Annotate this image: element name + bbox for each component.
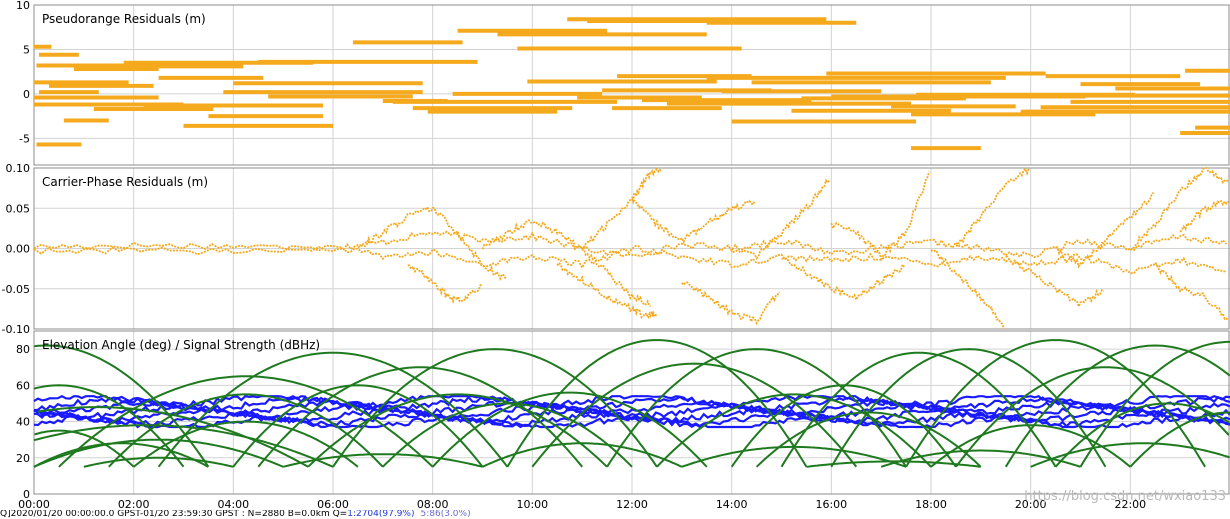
x-tick-label: 02:00 xyxy=(118,498,150,511)
elevation-arc xyxy=(33,384,185,468)
y-tick-label: 80 xyxy=(16,343,30,356)
y-tick-label: 40 xyxy=(16,416,30,429)
elevation-arc xyxy=(880,449,1081,468)
elevation-title: Elevation Angle (deg) / Signal Strength … xyxy=(42,338,320,352)
status-fix-count: 1:2704(97.9%) xyxy=(347,510,415,519)
elevation-arc xyxy=(58,375,434,468)
carrier-phase-track xyxy=(581,167,662,251)
elevation-arc xyxy=(33,442,209,468)
y-tick-label: -5 xyxy=(19,132,30,145)
elevation-arc xyxy=(755,411,982,468)
y-tick-label: 0.10 xyxy=(6,162,31,175)
elevation-arc xyxy=(34,429,135,468)
x-tick-label: 12:00 xyxy=(616,498,648,511)
elevation-arc xyxy=(806,460,981,468)
carrier-phase-track xyxy=(556,261,658,319)
carrier-phase-track xyxy=(681,281,781,326)
x-tick-label: 14:00 xyxy=(716,498,748,511)
y-tick-label: 20 xyxy=(16,452,30,465)
elevation-arc xyxy=(482,442,683,468)
y-tick-label: 0 xyxy=(23,88,30,101)
carrier-phase-track xyxy=(357,205,507,281)
carrier-phase-track xyxy=(407,264,482,304)
y-tick-label: 60 xyxy=(16,379,30,392)
pseudorange-series xyxy=(34,17,1230,151)
elevation-arc xyxy=(382,402,633,468)
elevation-arc xyxy=(1079,340,1230,468)
elevation-arc xyxy=(33,424,334,468)
x-tick-label: 22:00 xyxy=(1114,498,1146,511)
elevation-arc xyxy=(133,420,359,468)
pseudorange-panel: 10 5 0 -5 Pseudorange Residuals (m) xyxy=(16,0,1230,166)
y-tick-label: 0.00 xyxy=(6,243,31,256)
signal-strength-track xyxy=(33,410,1230,428)
elevation-arc xyxy=(730,384,957,468)
carrier-phase-title: Carrier-Phase Residuals (m) xyxy=(42,175,208,189)
elevation-arc xyxy=(307,393,608,468)
pseudorange-title: Pseudorange Residuals (m) xyxy=(42,12,206,26)
status-float-count: 5:86(3.0%) xyxy=(420,510,471,519)
carrier-phase-track xyxy=(33,244,1227,275)
y-tick-label: 0.05 xyxy=(6,202,31,215)
carrier-phase-track xyxy=(631,196,756,245)
y-tick-label: 10 xyxy=(16,0,30,12)
carrier-phase-track xyxy=(830,171,931,262)
elevation-arc xyxy=(282,453,483,468)
x-tick-label: 20:00 xyxy=(1015,498,1047,511)
signal-strength-track xyxy=(33,395,1230,413)
elevation-arc xyxy=(431,391,708,468)
carrier-phase-track xyxy=(930,249,1005,330)
elevation-arc xyxy=(606,348,907,468)
signal-strength-track xyxy=(33,394,1230,408)
x-tick-label: 16:00 xyxy=(815,498,847,511)
elevation-arc xyxy=(681,445,907,468)
elevation-arc xyxy=(157,351,509,468)
carrier-phase-track xyxy=(1179,199,1229,233)
carrier-phase-track xyxy=(730,178,831,260)
carrier-phase-track xyxy=(1055,191,1155,269)
elevation-arc xyxy=(656,393,932,468)
x-tick-label: 10:00 xyxy=(516,498,548,511)
carrier-phase-panel: 0.10 0.05 0.00 -0.05 -0.10 Carrier-Phase Resi… xyxy=(2,162,1230,336)
x-tick-label: 18:00 xyxy=(915,498,947,511)
watermark-text: https://blog.csdn.net/wxiao133 xyxy=(1024,489,1226,504)
carrier-phase-track xyxy=(1129,167,1229,251)
carrier-phase-track xyxy=(481,218,652,308)
y-tick-label: -0.05 xyxy=(2,283,30,296)
elevation-series xyxy=(33,339,1230,468)
elevation-arc xyxy=(780,351,1057,468)
carrier-phase-track xyxy=(1005,255,1105,310)
x-tick-label: 08:00 xyxy=(417,498,449,511)
elevation-arc xyxy=(506,339,808,468)
elevation-arc xyxy=(83,456,234,468)
status-bar: Q]2020/01/20 00:00:00.0 GPST-01/20 23:59… xyxy=(0,510,1230,519)
carrier-phase-series xyxy=(33,167,1229,330)
elevation-arc xyxy=(108,393,384,468)
elevation-arc xyxy=(830,348,1107,468)
y-tick-label: 0 xyxy=(23,488,30,501)
elevation-arc xyxy=(1030,442,1230,468)
x-tick-label: 00:00 xyxy=(18,498,50,511)
status-solution-range: Q]2020/01/20 00:00:00.0 GPST-01/20 23:59… xyxy=(0,510,348,519)
panel-frame xyxy=(33,4,1230,166)
elevation-arc xyxy=(332,348,658,468)
signal-strength-track xyxy=(33,399,1230,417)
elevation-snr-panel: 80 60 40 20 000:00 02:00 04:00 06:00 08:00 10:00 1… xyxy=(16,330,1230,511)
elevation-arc xyxy=(930,424,1131,468)
elevation-arc xyxy=(531,362,858,468)
elevation-arc xyxy=(1129,411,1230,468)
carrier-phase-track xyxy=(33,230,1228,259)
x-tick-label: 06:00 xyxy=(317,498,349,511)
carrier-phase-track xyxy=(1154,262,1229,322)
x-tick-label: 04:00 xyxy=(217,498,249,511)
y-tick-label: 5 xyxy=(23,43,30,56)
carrier-phase-track xyxy=(781,257,905,303)
elevation-arc xyxy=(1004,344,1230,468)
elevation-arc xyxy=(905,339,1206,468)
y-tick-label: -0.10 xyxy=(2,323,30,336)
